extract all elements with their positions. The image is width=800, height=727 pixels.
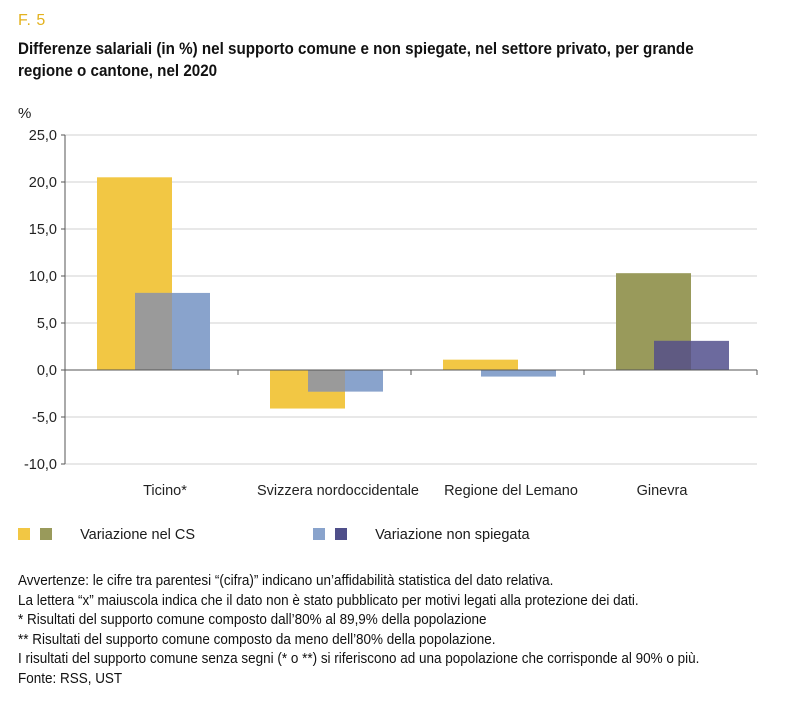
y-tick-label: -10,0	[24, 457, 57, 473]
legend-swatch-unexplained-2	[335, 528, 348, 540]
legend-label-unexplained: Variazione non spiegata	[375, 527, 530, 543]
legend-swatch-cs-1	[18, 528, 30, 540]
note-no-sign: I risultati del supporto comune senza se…	[18, 651, 700, 667]
bar-overlap	[135, 292, 172, 370]
y-tick-label: -5,0	[32, 410, 57, 426]
y-axis-unit: %	[18, 105, 32, 122]
legend-swatch-unexplained-1	[313, 528, 325, 540]
bar-cs	[443, 359, 518, 370]
note-warning: Avvertenze: le cifre tra parentesi “(cif…	[18, 573, 554, 589]
y-tick-label: 20,0	[29, 175, 57, 191]
footnotes: Avvertenze: le cifre tra parentesi “(cif…	[18, 572, 734, 689]
y-tick-label: 15,0	[29, 222, 57, 238]
bar-overlap	[654, 340, 691, 370]
figure-number: F. 5	[18, 12, 46, 29]
y-tick-label: 10,0	[29, 269, 57, 285]
legend-item-unexplained: Variazione non spiegata	[313, 527, 530, 543]
note-x-letter: La lettera “x” maiuscola indica che il d…	[18, 592, 639, 609]
y-tick-label: 5,0	[37, 316, 57, 332]
legend-label-cs: Variazione nel CS	[80, 527, 196, 543]
category-label: Ginevra	[637, 483, 689, 499]
chart-title: Differenze salariali (in %) nel supporto…	[18, 40, 694, 80]
category-label: Ticino*	[143, 483, 187, 499]
y-tick-label: 0,0	[37, 363, 57, 379]
bar-overlap	[308, 370, 345, 392]
bar-chart: 25,0 20,0 15,0 10,0 5,0 0,0 -5,0 -10,0 Ticino* Sv…	[24, 128, 758, 499]
legend-item-cs: Variazione nel CS	[18, 527, 195, 543]
category-label: Svizzera nordoccidentale	[257, 483, 419, 499]
note-double-asterisk: ** Risultati del supporto comune compost…	[18, 631, 496, 648]
note-single-asterisk: * Risultati del supporto comune composto…	[18, 612, 487, 628]
y-tick-label: 25,0	[29, 128, 57, 144]
note-source: Fonte: RSS, UST	[18, 670, 123, 687]
category-label: Regione del Lemano	[444, 483, 578, 499]
legend-swatch-cs-2	[40, 528, 53, 540]
bar-unexplained	[481, 370, 556, 377]
